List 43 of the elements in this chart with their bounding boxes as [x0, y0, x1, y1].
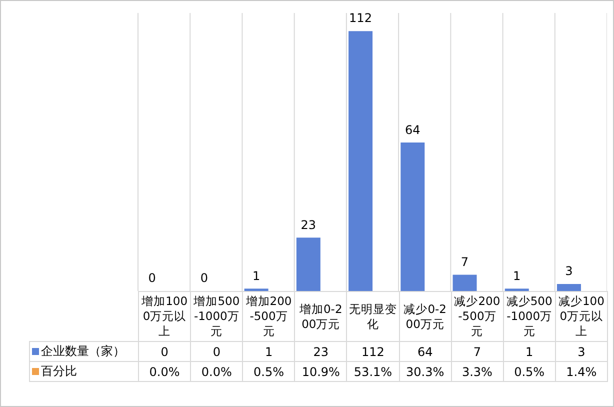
text: 30.3% [406, 364, 444, 378]
text: 1 [513, 268, 521, 283]
x-tick-label: 减少200-500万元 [451, 292, 504, 342]
text: 112 [349, 11, 372, 26]
bar [452, 274, 477, 291]
data-label: 64 [399, 342, 452, 362]
bar [400, 142, 425, 291]
x-tick-label: 增加500-1000万元 [190, 292, 243, 342]
text: 0 [200, 271, 208, 285]
x-tick-label: 增加200-500万元 [242, 292, 295, 342]
data-label: 0 [190, 342, 243, 362]
text: 3.3% [462, 364, 492, 378]
text: 0 [148, 271, 156, 285]
text: 0.0% [149, 364, 180, 378]
bar [296, 238, 320, 291]
x-tick-label: 减少1000万元以上 [555, 292, 608, 342]
data-label: 23 [294, 342, 347, 362]
x-tick-label: 减少500-1000万元 [503, 292, 556, 342]
bar [348, 31, 373, 291]
text: 3 [565, 264, 573, 278]
x-tick-label: 减少0-200万元 [399, 292, 452, 342]
text: 23 [300, 218, 316, 232]
text: 7 [460, 254, 469, 269]
bar [556, 284, 581, 291]
text: 0.5% [254, 364, 284, 378]
data-label: 1 [503, 342, 556, 362]
data-label: 7 [451, 342, 504, 362]
text: 1 [252, 268, 260, 283]
x-tick-label: 增加0-200万元 [294, 292, 347, 342]
text: 53.1% [354, 364, 392, 378]
x-tick-label: 增加1000万元以上 [138, 292, 191, 342]
x-tick-label: 无明显变化 [346, 292, 400, 342]
data-label: 112 [346, 342, 400, 362]
text: 0.0% [201, 364, 232, 378]
text: 64 [404, 122, 420, 137]
legend-label: 企业数量（家） [30, 342, 138, 362]
text: 10.9% [302, 364, 340, 378]
data-label: 1 [242, 342, 295, 362]
text: 0.5% [514, 364, 545, 378]
text: 1.4% [566, 364, 597, 378]
data-label: 3 [555, 342, 608, 362]
legend-label: 百分比 [30, 362, 138, 382]
data-label: 0 [138, 342, 191, 362]
